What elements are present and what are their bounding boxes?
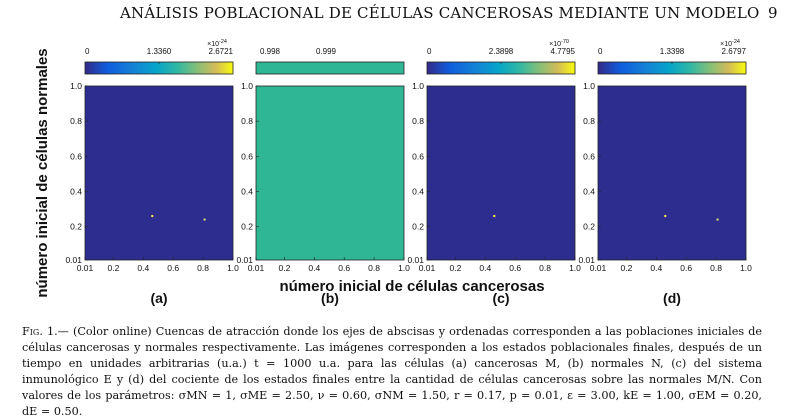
data-point xyxy=(664,214,667,218)
y-axis-label: número inicial de células normales xyxy=(34,48,51,297)
colorbar-tick-label: 0 xyxy=(85,47,90,56)
colorbar xyxy=(255,61,405,75)
y-tick-label: 0.2 xyxy=(70,222,82,232)
y-tick-label: 0.8 xyxy=(70,116,82,126)
y-tick-label: 0.8 xyxy=(241,116,253,126)
panel-d: 0 1.3398 2.6797×10 -241.00.80.60.40.20.010.… xyxy=(578,39,752,306)
y-tick-label: 0.8 xyxy=(412,116,424,126)
y-tick-label: 0.6 xyxy=(241,151,253,161)
x-tick-label: 0.6 xyxy=(338,263,350,273)
x-tick-label: 0.4 xyxy=(479,263,491,273)
x-tick-label: 0.2 xyxy=(620,263,632,273)
colorbar-tick-label: 1.3360 xyxy=(147,47,172,56)
caption-figure-label: Fig. 1. xyxy=(22,325,58,338)
x-tick-label: 0.2 xyxy=(278,263,290,273)
x-tick-label: 0.4 xyxy=(650,263,662,273)
y-tick-label: 0.01 xyxy=(65,255,82,265)
x-tick-label: 1.0 xyxy=(398,263,410,273)
x-tick-label: 0.4 xyxy=(308,263,320,273)
x-tick-label: 1.0 xyxy=(227,263,239,273)
page-number: 9 xyxy=(768,4,778,22)
colorbar-exponent: -24 xyxy=(732,39,740,45)
colorbar-tick-label: 4.7795 xyxy=(551,47,576,56)
y-tick-label: 1.0 xyxy=(583,81,595,91)
y-tick-label: 0.4 xyxy=(412,186,424,196)
colorbar-exponent: -70 xyxy=(561,39,569,45)
figure-caption: Fig. 1.— (Color online) Cuencas de atrac… xyxy=(22,324,762,420)
x-tick-label: 0.8 xyxy=(368,263,380,273)
figure-panels: número inicial de células normales númer… xyxy=(34,39,752,306)
y-tick-label: 0.01 xyxy=(578,255,595,265)
x-tick-label: 0.01 xyxy=(248,263,265,273)
y-tick-label: 1.0 xyxy=(412,81,424,91)
data-point xyxy=(151,214,154,218)
plot-area xyxy=(84,85,234,261)
panel-b: 0.998 0.999 1.0 0.8 0.6 0.4 0.2 0.010.01 0.2 0.4 0… xyxy=(236,47,410,306)
x-tick-label: 0.6 xyxy=(680,263,692,273)
panel-label: (a) xyxy=(150,290,167,306)
x-tick-label: 0.01 xyxy=(590,263,607,273)
plot-area xyxy=(426,85,576,261)
data-point xyxy=(493,214,496,218)
x-tick-label: 0.01 xyxy=(77,263,94,273)
colorbar-tick-label: 2.6797 xyxy=(722,47,747,56)
y-tick-label: 0.4 xyxy=(583,186,595,196)
y-tick-label: 0.4 xyxy=(70,186,82,196)
x-tick-label: 0.2 xyxy=(449,263,461,273)
panel-label: (b) xyxy=(321,290,339,306)
x-tick-label: 1.0 xyxy=(740,263,752,273)
y-tick-label: 0.2 xyxy=(583,222,595,232)
colorbar-tick-label: 2.3898 xyxy=(489,47,514,56)
x-tick-label: 0.6 xyxy=(509,263,521,273)
x-axis-label: número inicial de células cancerosas xyxy=(279,278,544,295)
plot-area xyxy=(255,85,405,261)
y-tick-label: 1.0 xyxy=(241,81,253,91)
colorbar-exponent-label: ×10 xyxy=(549,41,561,48)
y-tick-label: 0.8 xyxy=(583,116,595,126)
data-point xyxy=(203,218,206,221)
y-tick-label: 1.0 xyxy=(70,81,82,91)
y-tick-label: 0.6 xyxy=(70,151,82,161)
y-tick-label: 0.01 xyxy=(407,255,424,265)
colorbar-tick-label: 1.3398 xyxy=(660,47,685,56)
y-tick-label: 0.2 xyxy=(241,222,253,232)
y-tick-label: 0.01 xyxy=(236,255,253,265)
y-tick-label: 0.6 xyxy=(412,151,424,161)
x-tick-label: 0.4 xyxy=(137,263,149,273)
colorbar-tick-label: 0 xyxy=(427,47,432,56)
x-tick-label: 0.8 xyxy=(197,263,209,273)
colorbar-tick-label: 0.999 xyxy=(316,47,337,56)
data-point xyxy=(716,218,719,221)
panel-label: (c) xyxy=(492,290,509,306)
x-tick-label: 0.6 xyxy=(167,263,179,273)
panel-label: (d) xyxy=(663,290,681,306)
colorbar-tick-label: 2.6721 xyxy=(209,47,234,56)
colorbar-exponent-label: ×10 xyxy=(720,41,732,48)
colorbar-exponent: -24 xyxy=(219,39,227,45)
y-tick-label: 0.4 xyxy=(241,186,253,196)
y-tick-label: 0.2 xyxy=(412,222,424,232)
colorbar-exponent-label: ×10 xyxy=(207,41,219,48)
running-header-title: ANÁLISIS POBLACIONAL DE CÉLULAS CANCEROS… xyxy=(120,4,760,22)
x-tick-label: 1.0 xyxy=(569,263,581,273)
x-tick-label: 0.01 xyxy=(419,263,436,273)
x-tick-label: 0.8 xyxy=(710,263,722,273)
panel-a: 0 1.3360 2.6721×10 -241.00.80.60.40.20.010.… xyxy=(65,39,239,306)
colorbar-tick-label: 0.998 xyxy=(260,47,281,56)
x-tick-label: 0.8 xyxy=(539,263,551,273)
caption-text: — (Color online) Cuencas de atracción do… xyxy=(22,325,762,418)
panel-c: 0 2.3898 4.7795×10 -701.00.80.60.40.20.010.… xyxy=(407,39,581,306)
x-tick-label: 0.2 xyxy=(107,263,119,273)
plot-area xyxy=(597,85,747,261)
y-tick-label: 0.6 xyxy=(583,151,595,161)
colorbar-tick-label: 0 xyxy=(598,47,603,56)
